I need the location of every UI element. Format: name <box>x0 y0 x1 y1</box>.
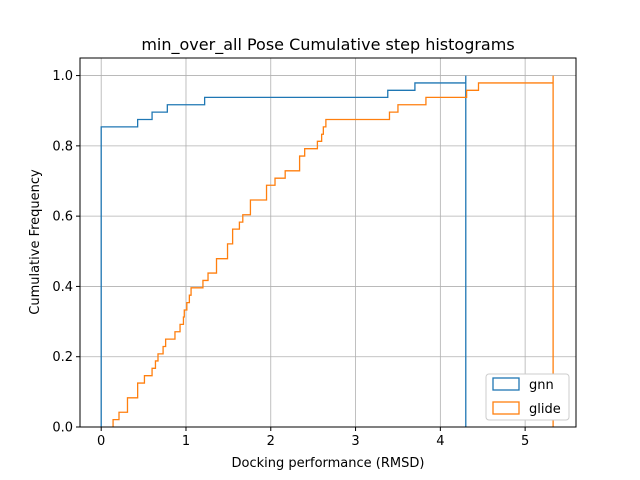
series-glide-step-line <box>112 75 554 427</box>
x-tick-label: 3 <box>351 434 359 449</box>
x-tick-label: 4 <box>436 434 444 449</box>
y-tick-label: 0.4 <box>52 280 73 295</box>
chart-title: min_over_all Pose Cumulative step histog… <box>141 35 514 55</box>
legend-label-glide: glide <box>529 402 561 417</box>
legend-label-gnn: gnn <box>529 378 554 393</box>
legend-swatch-gnn <box>492 377 520 391</box>
ticks: 0 1 2 3 4 5 0.0 0.2 0.4 0.6 0.8 1.0 <box>52 69 529 449</box>
series-layer <box>100 75 554 427</box>
y-tick-label: 0.2 <box>52 350 73 365</box>
x-tick-label: 0 <box>97 434 105 449</box>
series-gnn-step-line <box>100 75 467 427</box>
x-tick-label: 2 <box>267 434 275 449</box>
legend-box <box>485 373 570 421</box>
y-tick-label: 0.8 <box>52 139 73 154</box>
plot-frame <box>79 57 577 428</box>
y-axis-label: Cumulative Frequency <box>28 169 43 315</box>
x-axis-label: Docking performance (RMSD) <box>232 456 425 471</box>
legend: gnn glide <box>485 373 570 421</box>
y-tick-label: 1.0 <box>52 69 73 84</box>
x-tick-label: 5 <box>521 434 529 449</box>
x-tick-label: 1 <box>182 434 190 449</box>
y-tick-label: 0.6 <box>52 210 73 225</box>
y-tick-label: 0.0 <box>52 421 73 436</box>
legend-swatch-glide <box>492 401 520 415</box>
grid <box>80 58 576 428</box>
